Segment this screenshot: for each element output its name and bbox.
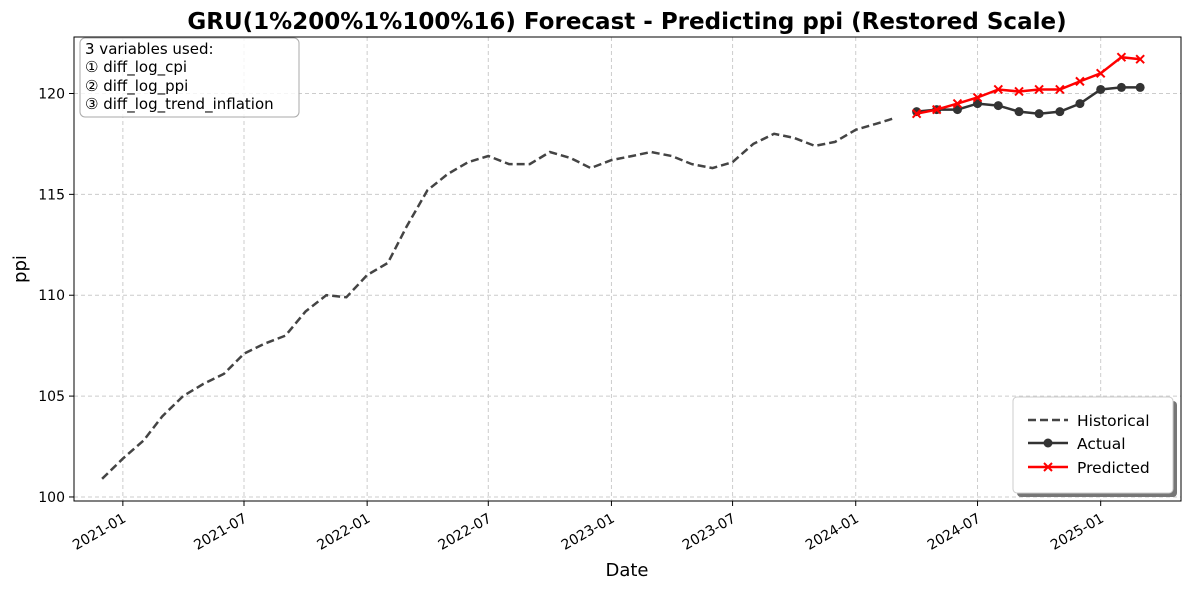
predicted-series-line — [916, 55, 1141, 115]
predicted-point — [1014, 86, 1024, 97]
predicted-point — [993, 84, 1003, 95]
predicted-point — [1135, 54, 1145, 64]
legend-actual-label: Actual — [1077, 435, 1126, 453]
x-tick-label: 2023-01 — [559, 511, 618, 554]
legend: Historical Actual Predicted — [1012, 396, 1177, 497]
predicted-point — [1075, 76, 1085, 87]
actual-point — [1075, 99, 1085, 109]
annotation-line-1: 3 variables used: — [85, 40, 214, 58]
x-tick-label: 2023-07 — [680, 511, 739, 554]
y-tick-label: 120 — [38, 86, 65, 102]
predicted-point — [932, 104, 942, 115]
predicted-point — [1055, 84, 1065, 95]
predicted-point — [1116, 52, 1127, 62]
annotation-line-2: ① diff_log_cpi — [85, 58, 187, 77]
y-tick-label: 105 — [38, 389, 65, 405]
x-tick-label: 2024-01 — [803, 511, 862, 554]
y-axis-label: ppi — [10, 255, 31, 283]
y-tick-label: 110 — [38, 288, 65, 304]
predicted-point — [1034, 84, 1044, 95]
y-axis-ticks: 100 105 110 115 120 — [38, 86, 74, 506]
variables-annotation: 3 variables used: ① diff_log_cpi ② diff_… — [79, 37, 300, 118]
annotation-line-3: ② diff_log_ppi — [85, 77, 188, 96]
chart-title: GRU(1%200%1%100%16) Forecast - Predictin… — [187, 9, 1066, 35]
annotation-line-4: ③ diff_log_trend_inflation — [85, 95, 274, 114]
y-tick-label: 100 — [38, 490, 65, 506]
legend-predicted-marker — [1043, 462, 1053, 472]
x-tick-label: 2022-07 — [436, 511, 495, 554]
x-tick-label: 2021-01 — [70, 511, 129, 554]
actual-point — [1135, 82, 1145, 92]
x-tick-label: 2025-01 — [1048, 511, 1107, 554]
actual-point — [1096, 84, 1106, 94]
actual-point — [1116, 82, 1126, 92]
predicted-point — [972, 92, 983, 103]
actual-point — [993, 101, 1003, 111]
legend-predicted-label: Predicted — [1077, 459, 1150, 477]
actual-point — [952, 105, 962, 115]
plot-frame — [73, 36, 1182, 502]
y-tick-label: 115 — [38, 187, 65, 203]
predicted-point — [911, 108, 922, 119]
x-tick-label: 2024-07 — [925, 511, 984, 554]
x-axis-label: Date — [605, 560, 648, 581]
predicted-point — [952, 98, 963, 109]
x-tick-label: 2021-07 — [191, 511, 250, 554]
annotation-box — [79, 37, 300, 118]
actual-point — [973, 99, 983, 109]
x-axis-ticks: 2021-01 2021-07 2022-01 2022-07 2023-01 2023-… — [70, 501, 1107, 554]
series-layer — [101, 52, 1145, 480]
actual-point — [1055, 107, 1065, 117]
legend-actual-marker — [1043, 438, 1053, 448]
x-tick-label: 2022-01 — [314, 511, 373, 554]
legend-historical-label: Historical — [1077, 412, 1150, 430]
historical-series-line — [101, 116, 897, 480]
actual-point — [1014, 107, 1024, 117]
actual-point — [1034, 109, 1044, 119]
predicted-point — [1095, 68, 1106, 79]
